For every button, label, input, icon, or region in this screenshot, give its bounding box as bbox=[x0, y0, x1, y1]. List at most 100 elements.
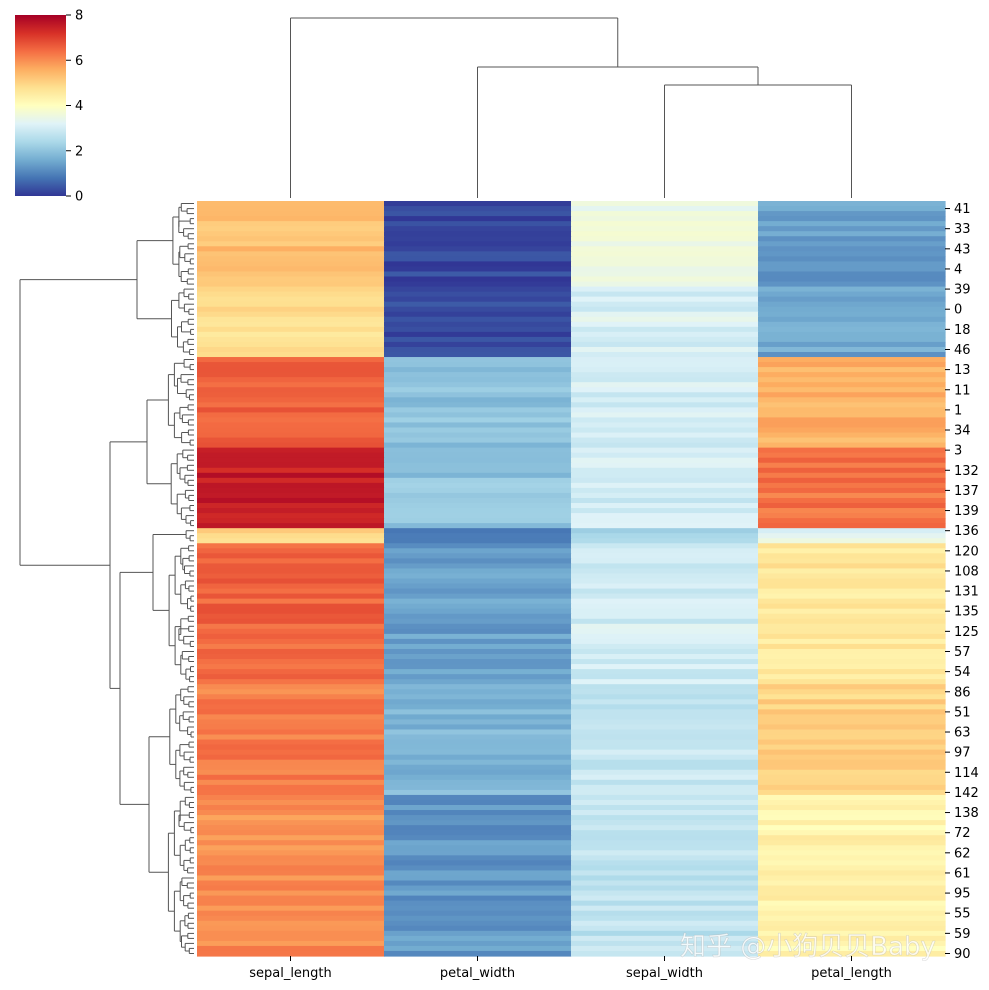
heatmap-cell-sepal_width bbox=[571, 664, 759, 670]
heatmap-cell-petal_width bbox=[384, 689, 572, 695]
heatmap-cell-petal_length bbox=[758, 643, 946, 650]
heatmap-cell-petal_width bbox=[384, 789, 572, 796]
heatmap-cell-sepal_width bbox=[571, 281, 759, 288]
heatmap-cell-petal_width bbox=[384, 432, 572, 439]
heatmap-cell-petal_width bbox=[384, 548, 572, 554]
heatmap-cell-petal_length bbox=[758, 628, 946, 635]
heatmap-cell-sepal_length bbox=[197, 341, 385, 348]
heatmap-cell-petal_length bbox=[758, 870, 946, 877]
heatmap-cell-sepal_width bbox=[571, 719, 759, 726]
y-tick-label: 34 bbox=[954, 424, 971, 439]
x-tick-label: petal_length bbox=[811, 966, 892, 981]
heatmap-cell-sepal_length bbox=[197, 593, 385, 600]
heatmap-cell-petal_length bbox=[758, 633, 946, 640]
heatmap-cell-sepal_length bbox=[197, 648, 385, 655]
heatmap-cell-sepal_width bbox=[571, 508, 759, 514]
heatmap-cell-sepal_length bbox=[197, 633, 385, 640]
heatmap-cell-petal_length bbox=[758, 296, 946, 303]
heatmap-cell-petal_length bbox=[758, 810, 946, 816]
heatmap-cell-sepal_length bbox=[197, 835, 385, 841]
heatmap-cell-petal_width bbox=[384, 271, 572, 278]
heatmap-cell-petal_length bbox=[758, 865, 946, 872]
heatmap-cell-petal_length bbox=[758, 699, 946, 705]
heatmap-cell-petal_width bbox=[384, 593, 572, 600]
heatmap-cell-petal_width bbox=[384, 241, 572, 247]
heatmap-cell-sepal_length bbox=[197, 950, 385, 957]
heatmap-cell-sepal_length bbox=[197, 452, 385, 459]
heatmap-cell-petal_width bbox=[384, 377, 572, 383]
heatmap-cell-petal_width bbox=[384, 417, 572, 424]
heatmap-cell-petal_length bbox=[758, 346, 946, 353]
heatmap-cell-sepal_length bbox=[197, 246, 385, 252]
heatmap-cell-sepal_length bbox=[197, 784, 385, 791]
heatmap-cell-sepal_width bbox=[571, 900, 759, 907]
heatmap-cell-sepal_length bbox=[197, 638, 385, 645]
heatmap-cell-sepal_width bbox=[571, 276, 759, 283]
heatmap-cell-petal_width bbox=[384, 508, 572, 514]
heatmap-cell-sepal_width bbox=[571, 654, 759, 660]
heatmap-cell-sepal_length bbox=[197, 558, 385, 564]
heatmap-cell-sepal_width bbox=[571, 543, 759, 549]
heatmap-cell-sepal_length bbox=[197, 513, 385, 519]
heatmap-cell-petal_width bbox=[384, 714, 572, 721]
heatmap-cell-sepal_length bbox=[197, 754, 385, 761]
heatmap-cell-sepal_length bbox=[197, 467, 385, 474]
heatmap-cell-sepal_width bbox=[571, 568, 759, 575]
heatmap-cell-sepal_width bbox=[571, 925, 759, 932]
heatmap-cell-sepal_width bbox=[571, 211, 759, 217]
heatmap-cell-petal_width bbox=[384, 709, 572, 715]
y-tick-label: 136 bbox=[954, 524, 979, 539]
heatmap-cell-petal_length bbox=[758, 568, 946, 575]
heatmap-cell-sepal_width bbox=[571, 684, 759, 690]
y-tick-label: 132 bbox=[954, 464, 979, 479]
heatmap-cell-petal_length bbox=[758, 533, 946, 539]
y-tick-label: 135 bbox=[954, 605, 979, 620]
heatmap-cell-sepal_length bbox=[197, 845, 385, 851]
heatmap-cell-petal_length bbox=[758, 875, 946, 882]
y-tick-label: 138 bbox=[954, 806, 979, 821]
column-dendrogram bbox=[290, 17, 852, 198]
heatmap-cell-petal_length bbox=[758, 910, 946, 917]
heatmap-cell-sepal_length bbox=[197, 744, 385, 751]
heatmap-cell-sepal_width bbox=[571, 613, 759, 620]
heatmap-cell-sepal_length bbox=[197, 296, 385, 303]
heatmap-cell-sepal_width bbox=[571, 860, 759, 866]
heatmap-cell-sepal_length bbox=[197, 523, 385, 529]
heatmap-cell-petal_width bbox=[384, 467, 572, 474]
heatmap-cell-sepal_width bbox=[571, 251, 759, 257]
heatmap-cell-sepal_width bbox=[571, 457, 759, 464]
x-tick-label: sepal_length bbox=[249, 966, 332, 981]
heatmap-cells bbox=[197, 201, 946, 957]
heatmap-cell-petal_width bbox=[384, 311, 572, 318]
heatmap-cell-petal_width bbox=[384, 513, 572, 519]
heatmap-cell-petal_length bbox=[758, 261, 946, 268]
heatmap-cell-sepal_width bbox=[571, 865, 759, 872]
heatmap-cell-petal_width bbox=[384, 226, 572, 232]
heatmap-cell-sepal_width bbox=[571, 875, 759, 882]
heatmap-cell-sepal_width bbox=[571, 553, 759, 559]
heatmap-cell-petal_width bbox=[384, 336, 572, 343]
heatmap-cell-petal_length bbox=[758, 397, 946, 403]
heatmap-cell-sepal_length bbox=[197, 442, 385, 449]
heatmap-cell-petal_width bbox=[384, 623, 572, 630]
heatmap-cell-sepal_width bbox=[571, 815, 759, 821]
x-tick-labels: sepal_length petal_width sepal_width petal_… bbox=[249, 956, 892, 981]
heatmap-cell-sepal_length bbox=[197, 492, 385, 499]
heatmap-cell-petal_length bbox=[758, 850, 946, 856]
heatmap-cell-sepal_width bbox=[571, 326, 759, 333]
y-tick-label: 108 bbox=[954, 564, 979, 579]
heatmap-cell-sepal_length bbox=[197, 749, 385, 756]
heatmap-cell-sepal_length bbox=[197, 945, 385, 952]
heatmap-cell-petal_width bbox=[384, 346, 572, 353]
heatmap-cell-sepal_length bbox=[197, 694, 385, 700]
heatmap-cell-sepal_length bbox=[197, 880, 385, 887]
heatmap-cell-petal_length bbox=[758, 437, 946, 444]
heatmap-cell-sepal_width bbox=[571, 231, 759, 237]
heatmap-cell-sepal_width bbox=[571, 769, 759, 776]
heatmap-cell-sepal_length bbox=[197, 387, 385, 393]
heatmap-cell-sepal_width bbox=[571, 236, 759, 242]
heatmap-cell-petal_length bbox=[758, 211, 946, 217]
heatmap-cell-petal_length bbox=[758, 749, 946, 756]
heatmap-cell-sepal_width bbox=[571, 699, 759, 705]
heatmap-cell-petal_width bbox=[384, 935, 572, 942]
